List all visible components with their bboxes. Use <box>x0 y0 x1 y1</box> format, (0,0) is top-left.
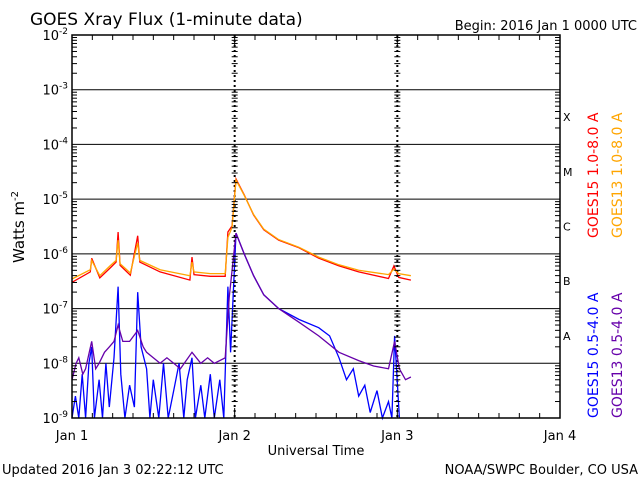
flare-class-label: M <box>563 166 573 179</box>
chart-title: GOES Xray Flux (1-minute data) <box>30 10 303 30</box>
series-line-goes13-0-5-4-0-a <box>71 232 412 381</box>
legend-entry: GOES15 1.0-8.0 A <box>586 112 602 238</box>
y-tick-label: 10-8 <box>42 355 68 372</box>
begin-label: Begin: 2016 Jan 1 0000 UTC <box>455 19 637 34</box>
y-axis-label-exponent: -2 <box>10 191 21 201</box>
series-line-goes13-1-0-8-0-a <box>71 177 412 280</box>
flare-class-label: X <box>563 111 571 124</box>
flare-class-label: A <box>563 330 571 343</box>
legend-entry: GOES13 0.5-4.0 A <box>610 292 626 418</box>
flare-class-label: C <box>563 221 571 234</box>
legend-entry: GOES13 1.0-8.0 A <box>610 112 626 238</box>
x-tick-label: Jan 1 <box>55 429 88 444</box>
y-tick-label: 10-9 <box>42 410 68 427</box>
x-axis-label: Universal Time <box>268 444 365 459</box>
y-tick-label: 10-7 <box>42 301 68 318</box>
y-tick-label: 10-2 <box>42 27 68 44</box>
updated-timestamp: Updated 2016 Jan 3 02:22:12 UTC <box>2 463 224 478</box>
legend-entry: GOES15 0.5-4.0 A <box>586 292 602 418</box>
x-tick-label: Jan 2 <box>217 429 250 444</box>
y-tick-label: 10-4 <box>42 136 68 153</box>
x-tick-label: Jan 3 <box>380 429 413 444</box>
y-axis-label: Watts m-2 <box>10 191 28 263</box>
y-tick-label: 10-3 <box>42 82 68 99</box>
y-tick-label: 10-6 <box>42 246 68 263</box>
x-tick-label: Jan 4 <box>543 429 576 444</box>
y-tick-label: 10-5 <box>42 191 68 208</box>
credit-label: NOAA/SWPC Boulder, CO USA <box>445 463 638 478</box>
flare-class-label: B <box>563 275 571 288</box>
series-line-goes15-0-5-4-0-a <box>71 232 401 421</box>
plot-frame <box>71 34 561 419</box>
